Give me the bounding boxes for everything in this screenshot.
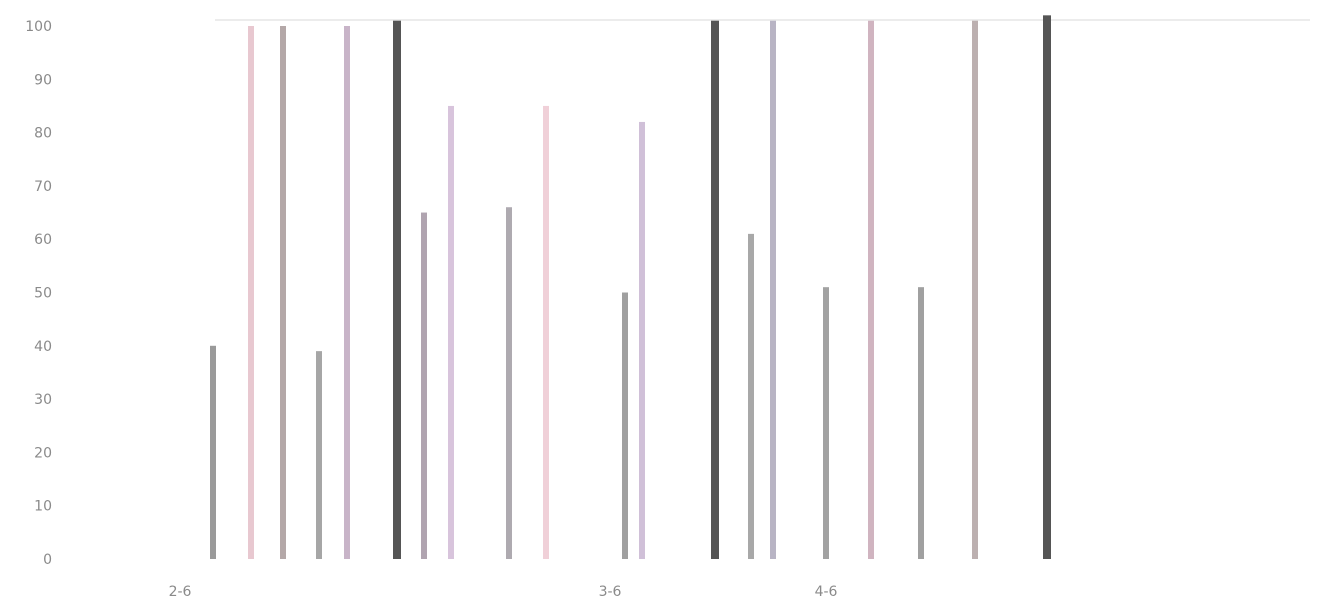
x-axis-category-labels: 2-6 3-6 4-6 xyxy=(169,584,838,600)
x-category-label: 3-6 xyxy=(599,584,622,600)
bar xyxy=(543,105,549,559)
bar xyxy=(918,287,924,559)
bar xyxy=(344,26,350,559)
bar xyxy=(280,26,286,559)
y-tick-label: 20 xyxy=(34,445,52,461)
bar xyxy=(1043,15,1051,559)
y-tick-label: 100 xyxy=(25,19,52,35)
bar xyxy=(748,233,754,559)
y-tick-label: 50 xyxy=(34,286,52,302)
bars xyxy=(210,15,1310,560)
y-tick-label: 10 xyxy=(34,499,52,515)
bar xyxy=(770,20,776,560)
bar xyxy=(248,26,254,559)
y-tick-label: 0 xyxy=(43,552,52,568)
bar xyxy=(448,105,454,559)
x-category-label: 4-6 xyxy=(815,584,838,600)
bar xyxy=(639,121,645,559)
y-axis-ticks: 0 10 20 30 40 50 60 70 80 90 100 xyxy=(25,19,52,568)
bar xyxy=(868,20,874,560)
bar xyxy=(316,351,322,559)
y-tick-label: 30 xyxy=(34,392,52,408)
y-tick-label: 90 xyxy=(34,72,52,88)
x-category-label: 2-6 xyxy=(169,584,192,600)
bar xyxy=(622,292,628,559)
bar xyxy=(393,20,401,560)
bar xyxy=(421,212,427,560)
bar xyxy=(711,20,719,560)
y-tick-label: 70 xyxy=(34,179,52,195)
bar xyxy=(506,207,512,559)
bar xyxy=(823,287,829,559)
bar xyxy=(972,20,978,560)
bar xyxy=(210,345,216,559)
y-tick-label: 40 xyxy=(34,339,52,355)
y-tick-label: 60 xyxy=(34,232,52,248)
y-tick-label: 80 xyxy=(34,126,52,142)
